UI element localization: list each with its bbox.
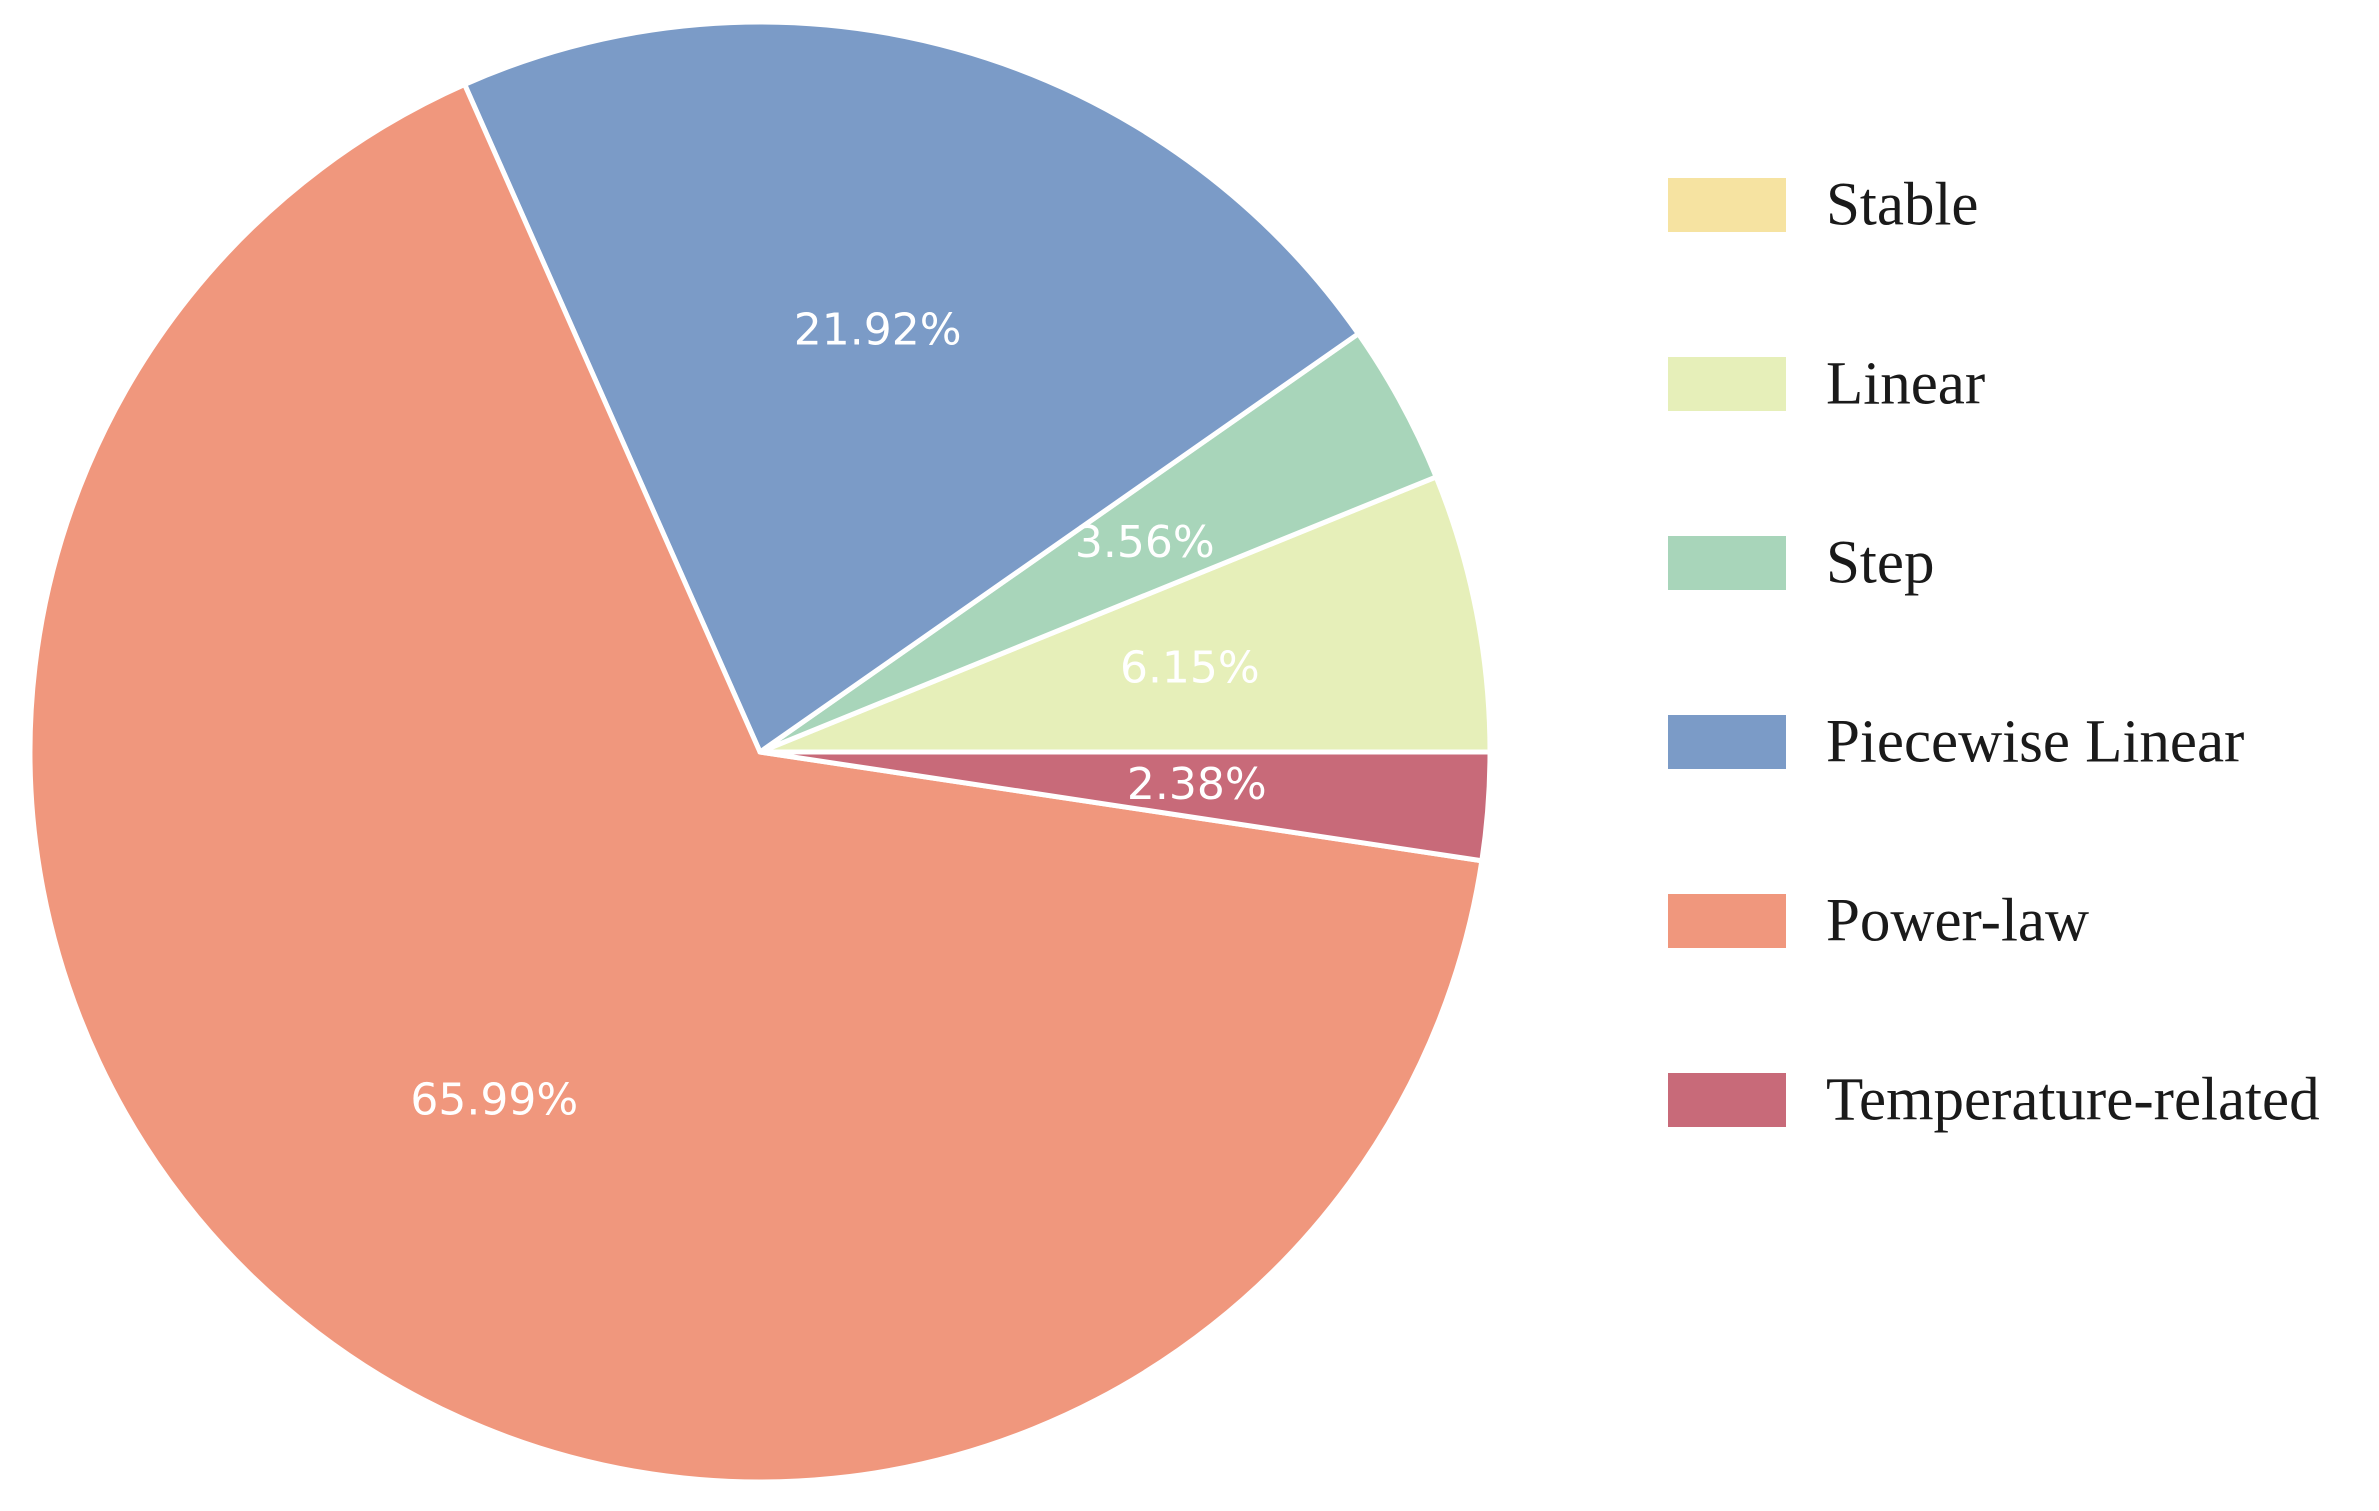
legend-label-power-law: Power-law [1826,888,2089,955]
legend-item-power-law: Power-law [1668,888,2089,955]
legend-swatch-piecewise-linear [1668,715,1786,769]
slice-value-label-piecewise-linear: 21.92% [794,305,962,356]
legend-swatch-stable [1668,178,1786,232]
legend-label-stable: Stable [1826,172,1978,239]
legend-item-linear: Linear [1668,351,1985,418]
legend-item-step: Step [1668,530,1934,597]
legend-item-temperature-related: Temperature-related [1668,1067,2320,1134]
legend-swatch-step [1668,536,1786,590]
legend: Stable Linear Step Piecewise Linear Power-la… [1668,172,2320,1134]
legend-item-piecewise-linear: Piecewise Linear [1668,709,2244,776]
legend-label-step: Step [1826,530,1934,597]
legend-label-temperature-related: Temperature-related [1826,1067,2320,1134]
legend-swatch-power-law [1668,894,1786,948]
pie-slice-linear [757,474,1493,755]
pie-slice-temperature-related [757,749,1493,864]
legend-swatch-temperature-related [1668,1073,1786,1127]
pie-slice-labels: 6.15% 3.56% 21.92% 65.99% 2.38% [410,305,1266,1126]
legend-item-stable: Stable [1668,172,1978,239]
legend-label-piecewise-linear: Piecewise Linear [1826,709,2244,776]
pie-slice-power-law [27,81,1485,1485]
slice-value-label-step: 3.56% [1075,517,1215,568]
slice-value-label-power-law: 65.99% [410,1075,578,1126]
slice-value-label-linear: 6.15% [1120,642,1260,693]
legend-swatch-linear [1668,357,1786,411]
pie-slices [27,19,1493,1485]
slice-value-label-temperature-related: 2.38% [1127,759,1267,810]
legend-label-linear: Linear [1826,351,1985,418]
pie-slice-piecewise-linear [462,19,1361,755]
